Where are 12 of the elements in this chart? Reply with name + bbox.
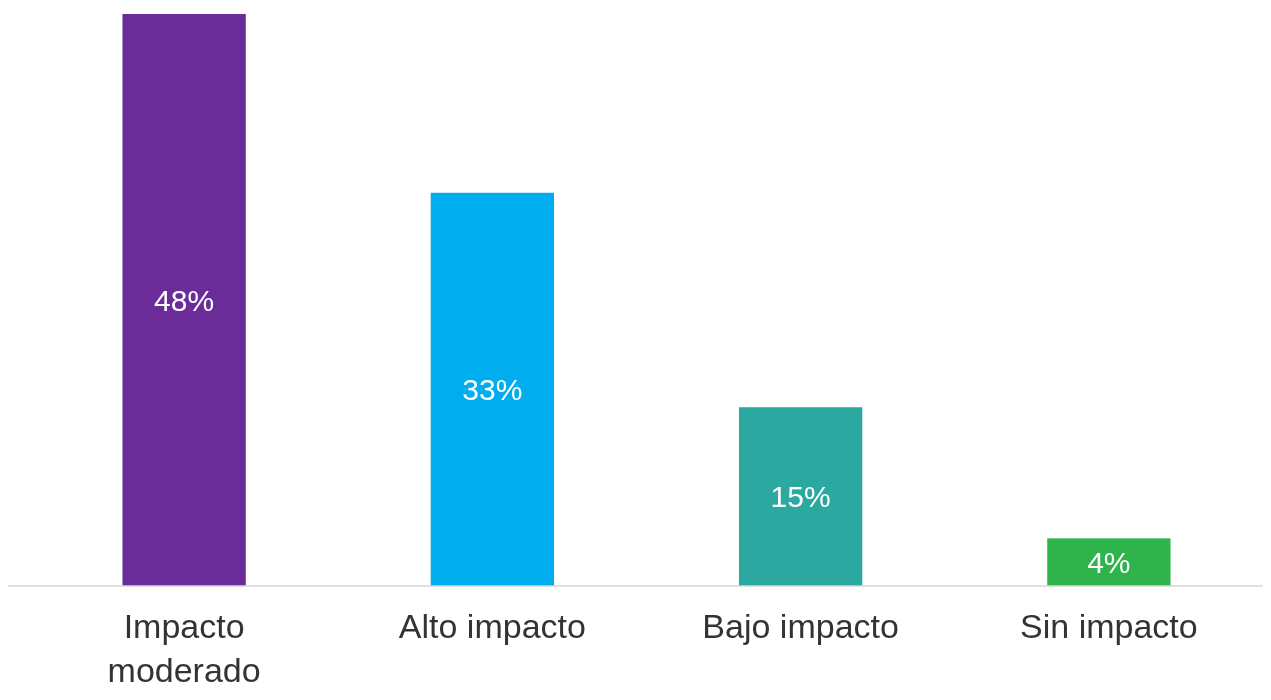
data-label: 48% bbox=[154, 283, 215, 317]
data-label: 15% bbox=[770, 480, 831, 514]
bar bbox=[430, 192, 555, 586]
data-label: 33% bbox=[462, 372, 523, 406]
x-tick-label: Bajo impacto bbox=[702, 607, 899, 645]
x-tick-label: Impacto moderado bbox=[107, 607, 261, 689]
bar bbox=[1047, 538, 1171, 586]
bar bbox=[122, 14, 246, 586]
x-tick-label: Alto impacto bbox=[398, 607, 586, 645]
bar bbox=[738, 407, 863, 586]
data-label: 4% bbox=[1087, 545, 1131, 579]
x-tick-label: Sin impacto bbox=[1020, 607, 1198, 645]
